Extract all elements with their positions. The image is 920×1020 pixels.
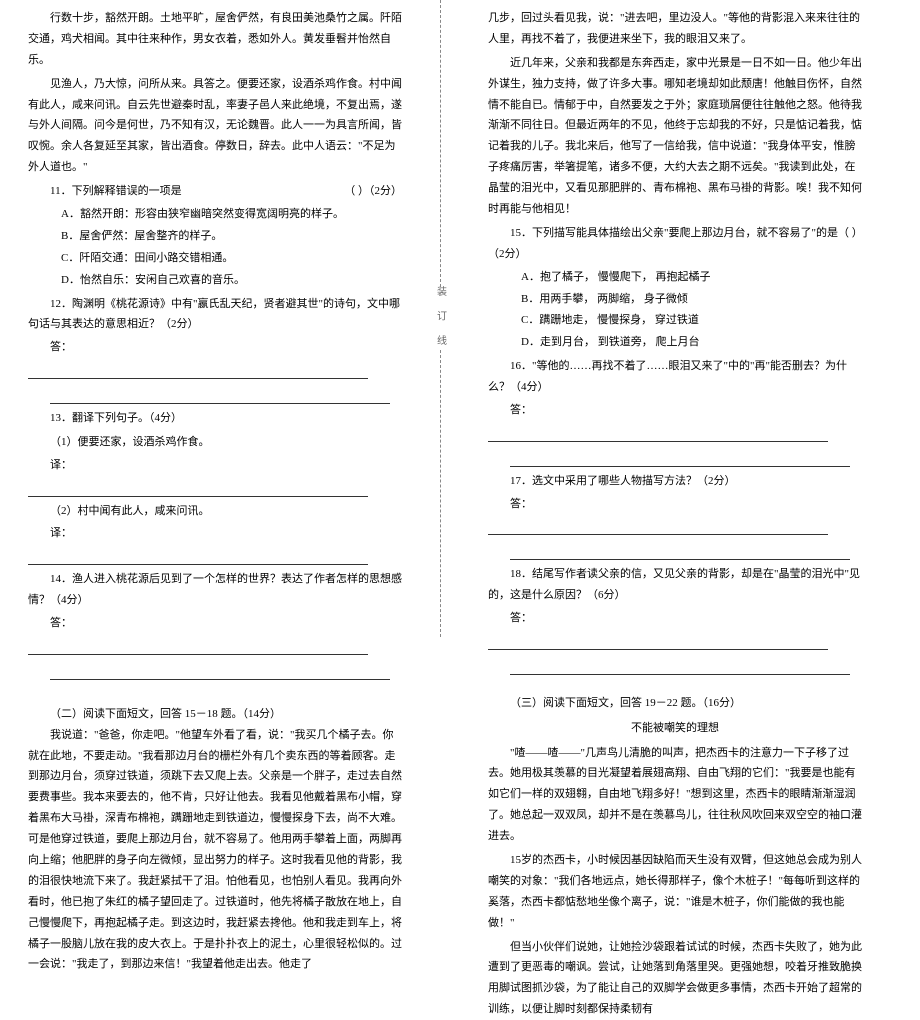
q13-ans1: 译： (28, 455, 402, 497)
q11-B: B．屋舍俨然：屋舍整齐的样子。 (61, 226, 402, 247)
section-3-p3: 但当小伙伴们说她，让她捡沙袋跟着试试的时候，杰西卡失败了，她为此遭到了更恶毒的嘲… (488, 937, 862, 1020)
q11-D: D．怡然自乐：安闲自己欢喜的音乐。 (61, 270, 402, 291)
q12-answer-2 (28, 383, 402, 404)
answer-blank[interactable] (28, 550, 368, 565)
q13-ans2: 译： (28, 523, 402, 565)
answer-blank[interactable] (28, 639, 368, 654)
q17-answer: 答： (488, 494, 862, 536)
q18-answer-2 (488, 654, 862, 675)
q12-answer: 答： (28, 337, 402, 379)
q13-trans-label-2: 译： (50, 527, 72, 539)
q17-ans-label: 答： (510, 498, 532, 510)
q11-options: A．豁然开朗：形容由狭窄幽暗突然变得宽阔明亮的样子。 B．屋舍俨然：屋舍整齐的样… (28, 204, 402, 291)
section-3-p1: "喳——喳——"几声鸟儿清脆的叫声，把杰西卡的注意力一下子移了过去。她用极其羡慕… (488, 743, 862, 847)
answer-blank[interactable] (510, 659, 850, 674)
passage-1-p2: 见渔人，乃大惊，问所从来。具答之。便要还家，设酒杀鸡作食。村中闻有此人，咸来问讯… (28, 74, 402, 178)
q18-answer: 答： (488, 608, 862, 650)
q16-answer-2 (488, 446, 862, 467)
q15-options: A．抱了橘子， 慢慢爬下， 再抱起橘子 B．用两手攀， 两脚缩， 身子微倾 C．… (488, 267, 862, 354)
q17-answer-2 (488, 539, 862, 560)
q13-trans-label: 译： (50, 459, 72, 471)
answer-blank[interactable] (28, 481, 368, 496)
q15-C: C．蹒跚地走， 慢慢探身， 穿过铁道 (521, 310, 862, 331)
q11-points: （ ）（2分） (322, 181, 402, 202)
q13-stem: 13．翻译下列句子。（4分） (28, 408, 402, 429)
fold-line: 装 订 线 (420, 0, 460, 637)
answer-blank[interactable] (488, 520, 828, 535)
answer-blank[interactable] (510, 545, 850, 560)
answer-blank[interactable] (50, 389, 390, 404)
answer-blank[interactable] (50, 664, 390, 679)
q16-ans-label: 答： (510, 404, 532, 416)
q14-answer-2 (28, 659, 402, 680)
section-3-head: （三）阅读下面短文，回答 19－22 题。（16分） (488, 693, 862, 714)
q12-ans-label: 答： (50, 341, 72, 353)
q16-answer: 答： (488, 400, 862, 442)
q12-stem: 12．陶渊明《桃花源诗》中有"嬴氏乱天纪，贤者避其世"的诗句，文中哪句话与其表达… (28, 294, 402, 336)
passage-1-p1: 行数十步，豁然开朗。土地平旷，屋舍俨然，有良田美池桑竹之属。阡陌交通，鸡犬相闻。… (28, 8, 402, 71)
answer-blank[interactable] (28, 364, 368, 379)
q11-stem: 11．下列解释错误的一项是 （ ）（2分） (28, 181, 402, 202)
q14-ans-label: 答： (50, 617, 72, 629)
section-2-head: （二）阅读下面短文，回答 15－18 题。（14分） (28, 704, 402, 725)
q17-stem: 17．选文中采用了哪些人物描写方法？（2分） (488, 471, 862, 492)
q11-C: C．阡陌交通：田间小路交错相通。 (61, 248, 402, 269)
q15-stem: 15．下列描写能具体描绘出父亲"要爬上那边月台，就不容易了"的是（ ）（2分） (488, 223, 862, 265)
answer-blank[interactable] (488, 426, 828, 441)
q15-B: B．用两手攀， 两脚缩， 身子微倾 (521, 289, 862, 310)
section-2-p1: 我说道："爸爸，你走吧。"他望车外看了看，说："我买几个橘子去。你就在此地，不要… (28, 725, 402, 976)
right-column: 几步，回过头看见我，说："进去吧，里边没人。"等他的背影混入来来往往的人里，再找… (460, 0, 880, 637)
q14-stem: 14．渔人进入桃花源后见到了一个怎样的世界？表达了作者怎样的思想感情？（4分） (28, 569, 402, 611)
section-3-p2: 15岁的杰西卡，小时候因基因缺陷而天生没有双臂，但这她总会成为别人嘲笑的对象："… (488, 850, 862, 934)
left-column: 行数十步，豁然开朗。土地平旷，屋舍俨然，有良田美池桑竹之属。阡陌交通，鸡犬相闻。… (0, 0, 420, 637)
q18-ans-label: 答： (510, 612, 532, 624)
q11-A: A．豁然开朗：形容由狭窄幽暗突然变得宽阔明亮的样子。 (61, 204, 402, 225)
q16-stem: 16．"等他的……再找不着了……眼泪又来了"中的"再"能否删去？为什么？（4分） (488, 356, 862, 398)
q15-A: A．抱了橘子， 慢慢爬下， 再抱起橘子 (521, 267, 862, 288)
q11-text: 11．下列解释错误的一项是 (50, 185, 182, 197)
section-3-title: 不能被嘲笑的理想 (488, 718, 862, 739)
fold-label: 装 订 线 (431, 286, 450, 351)
q13-sub2: （2）村中闻有此人，咸来问讯。 (28, 501, 402, 522)
passage-2-p1: 几步，回过头看见我，说："进去吧，里边没人。"等他的背影混入来来往往的人里，再找… (488, 8, 862, 50)
q13-sub1: （1）便要还家，设酒杀鸡作食。 (28, 432, 402, 453)
answer-blank[interactable] (510, 451, 850, 466)
q15-D: D．走到月台， 到铁道旁， 爬上月台 (521, 332, 862, 353)
q18-stem: 18．结尾写作者读父亲的信，又见父亲的背影，却是在"晶莹的泪光中"见的，这是什么… (488, 564, 862, 606)
q14-answer: 答： (28, 613, 402, 655)
passage-2-p2: 近几年来，父亲和我都是东奔西走，家中光景是一日不如一日。他少年出外谋生，独力支持… (488, 53, 862, 220)
